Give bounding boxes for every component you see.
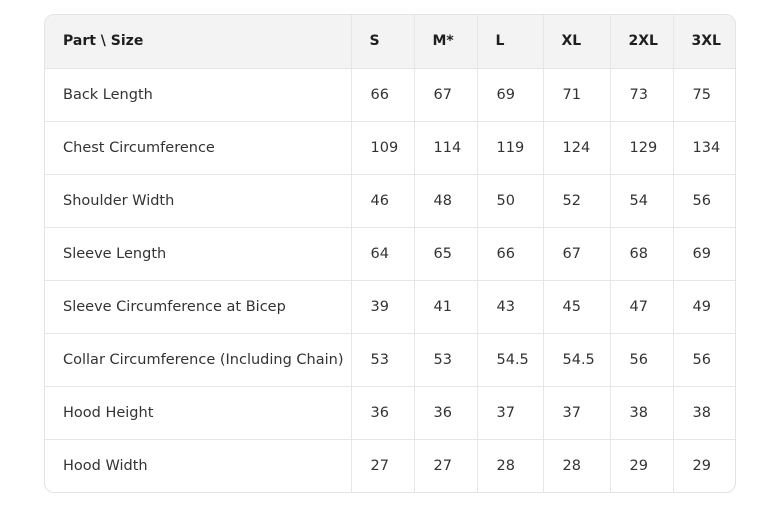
measurement-cell: 67 — [543, 227, 611, 281]
table-row: Collar Circumference (Including Chain) 53… — [45, 333, 735, 387]
part-name-cell: Sleeve Circumference at Bicep — [45, 280, 352, 334]
measurement-cell: 71 — [543, 68, 611, 122]
measurement-cell: 49 — [673, 280, 735, 334]
measurement-cell: 28 — [543, 439, 611, 492]
part-name-cell: Back Length — [45, 68, 352, 122]
measurement-cell: 48 — [414, 174, 478, 228]
measurement-cell: 109 — [351, 121, 415, 175]
measurement-cell: 56 — [673, 333, 735, 387]
measurement-cell: 75 — [673, 68, 735, 122]
part-name-cell: Chest Circumference — [45, 121, 352, 175]
header-size: L — [477, 15, 544, 69]
measurement-cell: 66 — [477, 227, 544, 281]
measurement-cell: 119 — [477, 121, 544, 175]
measurement-cell: 69 — [477, 68, 544, 122]
size-chart: Part \ Size S M* L XL 2XL 3XL Back Length 66 67 6… — [44, 14, 736, 493]
measurement-cell: 53 — [414, 333, 478, 387]
header-size: S — [351, 15, 415, 69]
part-name-cell: Hood Height — [45, 386, 352, 440]
header-size: 3XL — [673, 15, 735, 69]
measurement-cell: 69 — [673, 227, 735, 281]
measurement-cell: 64 — [351, 227, 415, 281]
size-table: Part \ Size S M* L XL 2XL 3XL Back Length 66 67 6… — [45, 15, 735, 492]
measurement-cell: 28 — [477, 439, 544, 492]
measurement-cell: 73 — [610, 68, 674, 122]
table-row: Hood Width 27 27 28 28 29 29 — [45, 439, 735, 492]
measurement-cell: 52 — [543, 174, 611, 228]
measurement-cell: 68 — [610, 227, 674, 281]
measurement-cell: 56 — [673, 174, 735, 228]
measurement-cell: 38 — [610, 386, 674, 440]
table-row: Chest Circumference 109 114 119 124 129 134 — [45, 121, 735, 175]
measurement-cell: 29 — [692, 457, 711, 474]
measurement-cell: 54 — [610, 174, 674, 228]
table-row: Shoulder Width 46 48 50 52 54 56 — [45, 174, 735, 228]
measurement-cell: 39 — [351, 280, 415, 334]
measurement-cell: 114 — [414, 121, 478, 175]
part-name-cell: Collar Circumference (Including Chain) — [45, 333, 352, 387]
part-name-cell: Sleeve Length — [45, 227, 352, 281]
table-row: Back Length 66 67 69 71 73 75 — [45, 68, 735, 122]
measurement-cell: 37 — [477, 386, 544, 440]
measurement-cell: 36 — [414, 386, 478, 440]
measurement-cell: 36 — [351, 386, 415, 440]
header-part-size: Part \ Size — [45, 15, 352, 69]
measurement-cell: 47 — [610, 280, 674, 334]
measurement-cell: 29 — [610, 439, 674, 492]
measurement-cell: 27 — [351, 439, 415, 492]
header-size: XL — [543, 15, 611, 69]
measurement-cell: 67 — [414, 68, 478, 122]
table-row: Hood Height 36 36 37 37 38 38 — [45, 386, 735, 440]
measurement-cell: 27 — [414, 439, 478, 492]
measurement-cell: 43 — [477, 280, 544, 334]
measurement-cell: 46 — [351, 174, 415, 228]
table-row: Sleeve Length 64 65 66 67 68 69 — [45, 227, 735, 281]
part-name-cell: Shoulder Width — [45, 174, 352, 228]
measurement-cell: 53 — [351, 333, 415, 387]
measurement-cell: 41 — [414, 280, 478, 334]
header-size: M* — [414, 15, 478, 69]
measurement-cell: 54.5 — [543, 333, 611, 387]
header-row: Part \ Size S M* L XL 2XL 3XL — [45, 15, 735, 69]
measurement-cell: 45 — [543, 280, 611, 334]
part-name-cell: Hood Width — [45, 439, 352, 492]
measurement-cell: 50 — [477, 174, 544, 228]
measurement-cell: 66 — [351, 68, 415, 122]
header-size: 2XL — [610, 15, 674, 69]
measurement-cell: 56 — [610, 333, 674, 387]
measurement-cell: 38 — [673, 386, 735, 440]
measurement-cell: 124 — [543, 121, 611, 175]
measurement-cell: 54.5 — [477, 333, 544, 387]
measurement-cell: 37 — [543, 386, 611, 440]
measurement-cell: 65 — [414, 227, 478, 281]
measurement-cell: 129 — [610, 121, 674, 175]
measurement-cell: 134 — [673, 121, 735, 175]
table-row: Sleeve Circumference at Bicep 39 41 43 45 47 4… — [45, 280, 735, 334]
